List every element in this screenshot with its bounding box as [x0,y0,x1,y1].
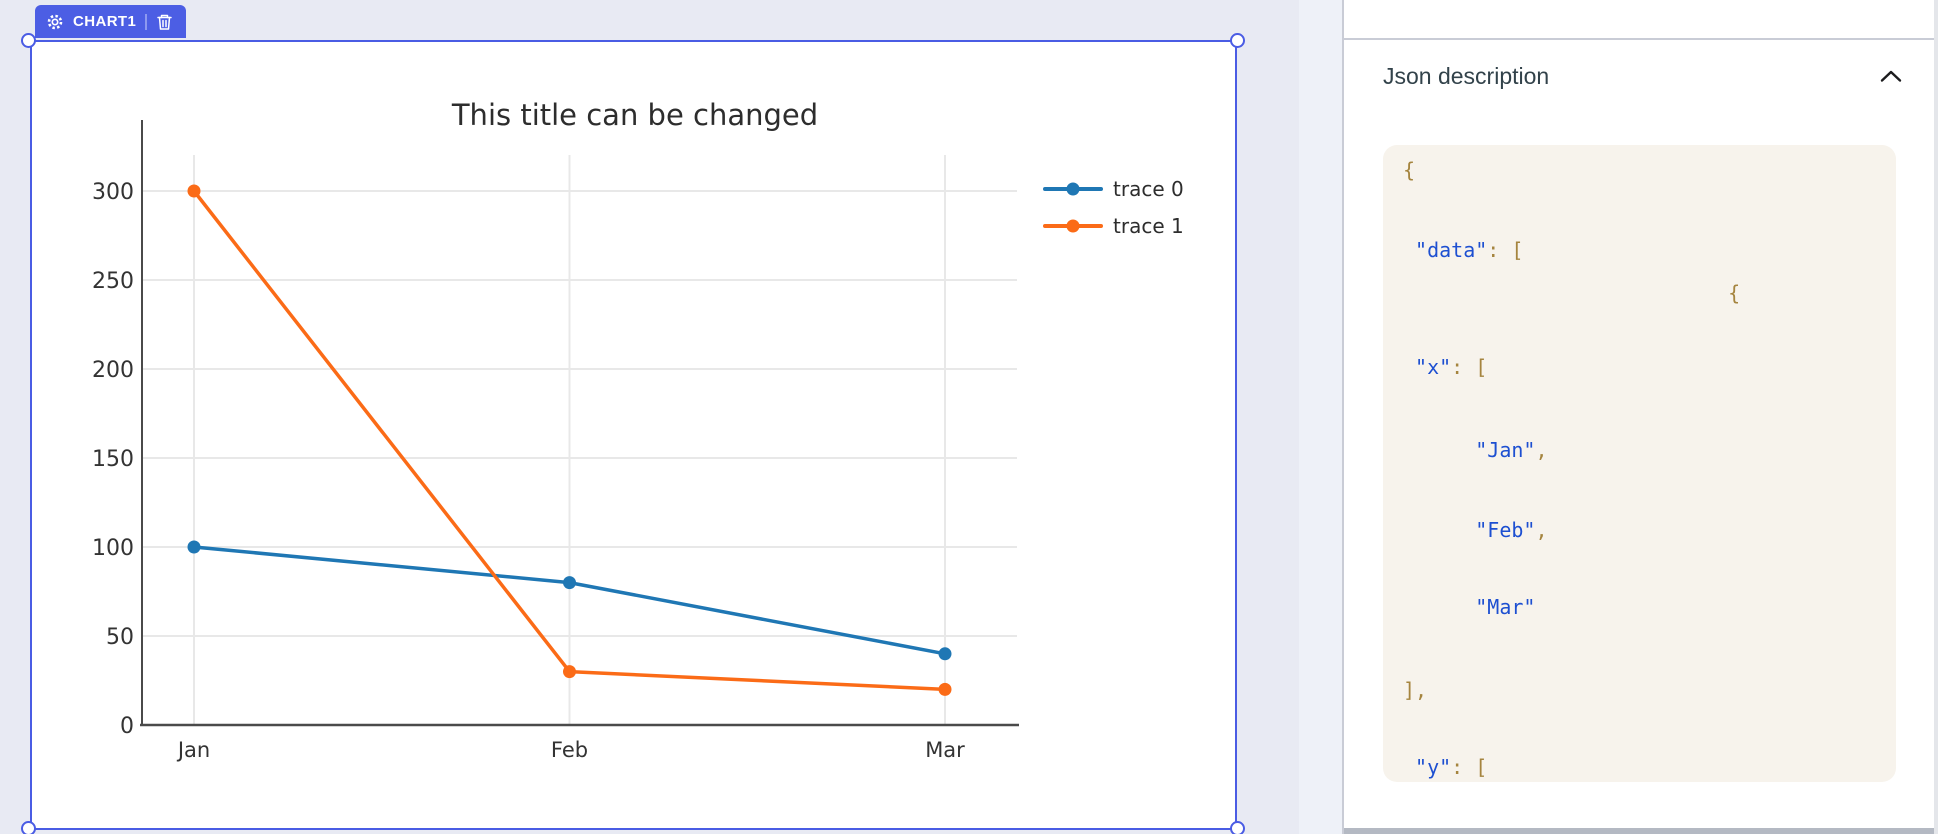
collapse-section-button[interactable] [1879,68,1903,84]
code-line: "Feb", [1475,518,1548,542]
chart-settings-button[interactable] [46,13,64,31]
chart-widget-label: CHART1 [73,13,137,30]
code-line: "data": [ [1415,238,1524,262]
legend-item-trace-0[interactable]: trace 0 [1043,170,1184,207]
chart-widget-badge[interactable]: CHART1 [35,5,187,38]
selection-handle-bottom-right[interactable] [1230,821,1245,834]
svg-text:300: 300 [92,180,134,205]
svg-text:200: 200 [92,358,134,383]
panel-divider [1342,0,1344,834]
trace-0-swatch [1043,186,1103,191]
code-line: { [1403,281,1741,305]
chart-widget-frame[interactable]: This title can be changed 0 50 100 150 200 25… [30,40,1237,830]
svg-text:Jan: Jan [176,738,210,762]
code-line: "y": [ [1415,755,1488,779]
chevron-up-icon [1879,68,1903,84]
json-code-editor[interactable]: { "data": [ { "x": [ "Jan", "Feb", "Mar"… [1383,145,1896,782]
svg-text:250: 250 [92,269,134,294]
code-line: "Mar" [1475,595,1536,619]
svg-text:150: 150 [92,447,134,472]
selection-handle-top-right[interactable] [1230,33,1245,48]
trace-0-label: trace 0 [1113,176,1184,201]
trash-icon [156,13,173,31]
json-description-panel: Json description { "data": [ { "x": [ "J… [1344,0,1938,834]
json-description-title: Json description [1383,62,1550,89]
trace-1-swatch [1043,223,1103,228]
svg-text:100: 100 [92,536,134,561]
svg-text:Mar: Mar [925,738,965,762]
chart-delete-button[interactable] [156,13,173,31]
json-description-header: Json description [1383,60,1903,92]
line-chart-canvas: 0 50 100 150 200 250 300 Jan Feb Mar [92,120,1019,762]
trace-1-label: trace 1 [1113,213,1184,238]
svg-text:0: 0 [120,714,134,739]
panel-top-divider [1344,38,1938,40]
code-line: "Jan", [1475,438,1548,462]
selection-handle-bottom-left[interactable] [21,821,36,834]
gear-icon [46,13,64,31]
badge-separator [145,13,148,30]
chart-legend: trace 0 trace 1 [1043,170,1184,244]
panel-scrollbar-vertical[interactable] [1934,0,1938,834]
code-line: "x": [ [1415,355,1488,379]
panel-scrollbar-track[interactable] [1344,828,1934,834]
canvas-gutter [1299,0,1342,834]
legend-item-trace-1[interactable]: trace 1 [1043,207,1184,244]
svg-text:50: 50 [106,625,134,650]
svg-text:Feb: Feb [551,738,588,762]
selection-handle-top-left[interactable] [21,33,36,48]
code-line: ], [1403,678,1428,702]
code-line: { [1403,158,1416,182]
chart-title: This title can be changed [451,98,819,132]
